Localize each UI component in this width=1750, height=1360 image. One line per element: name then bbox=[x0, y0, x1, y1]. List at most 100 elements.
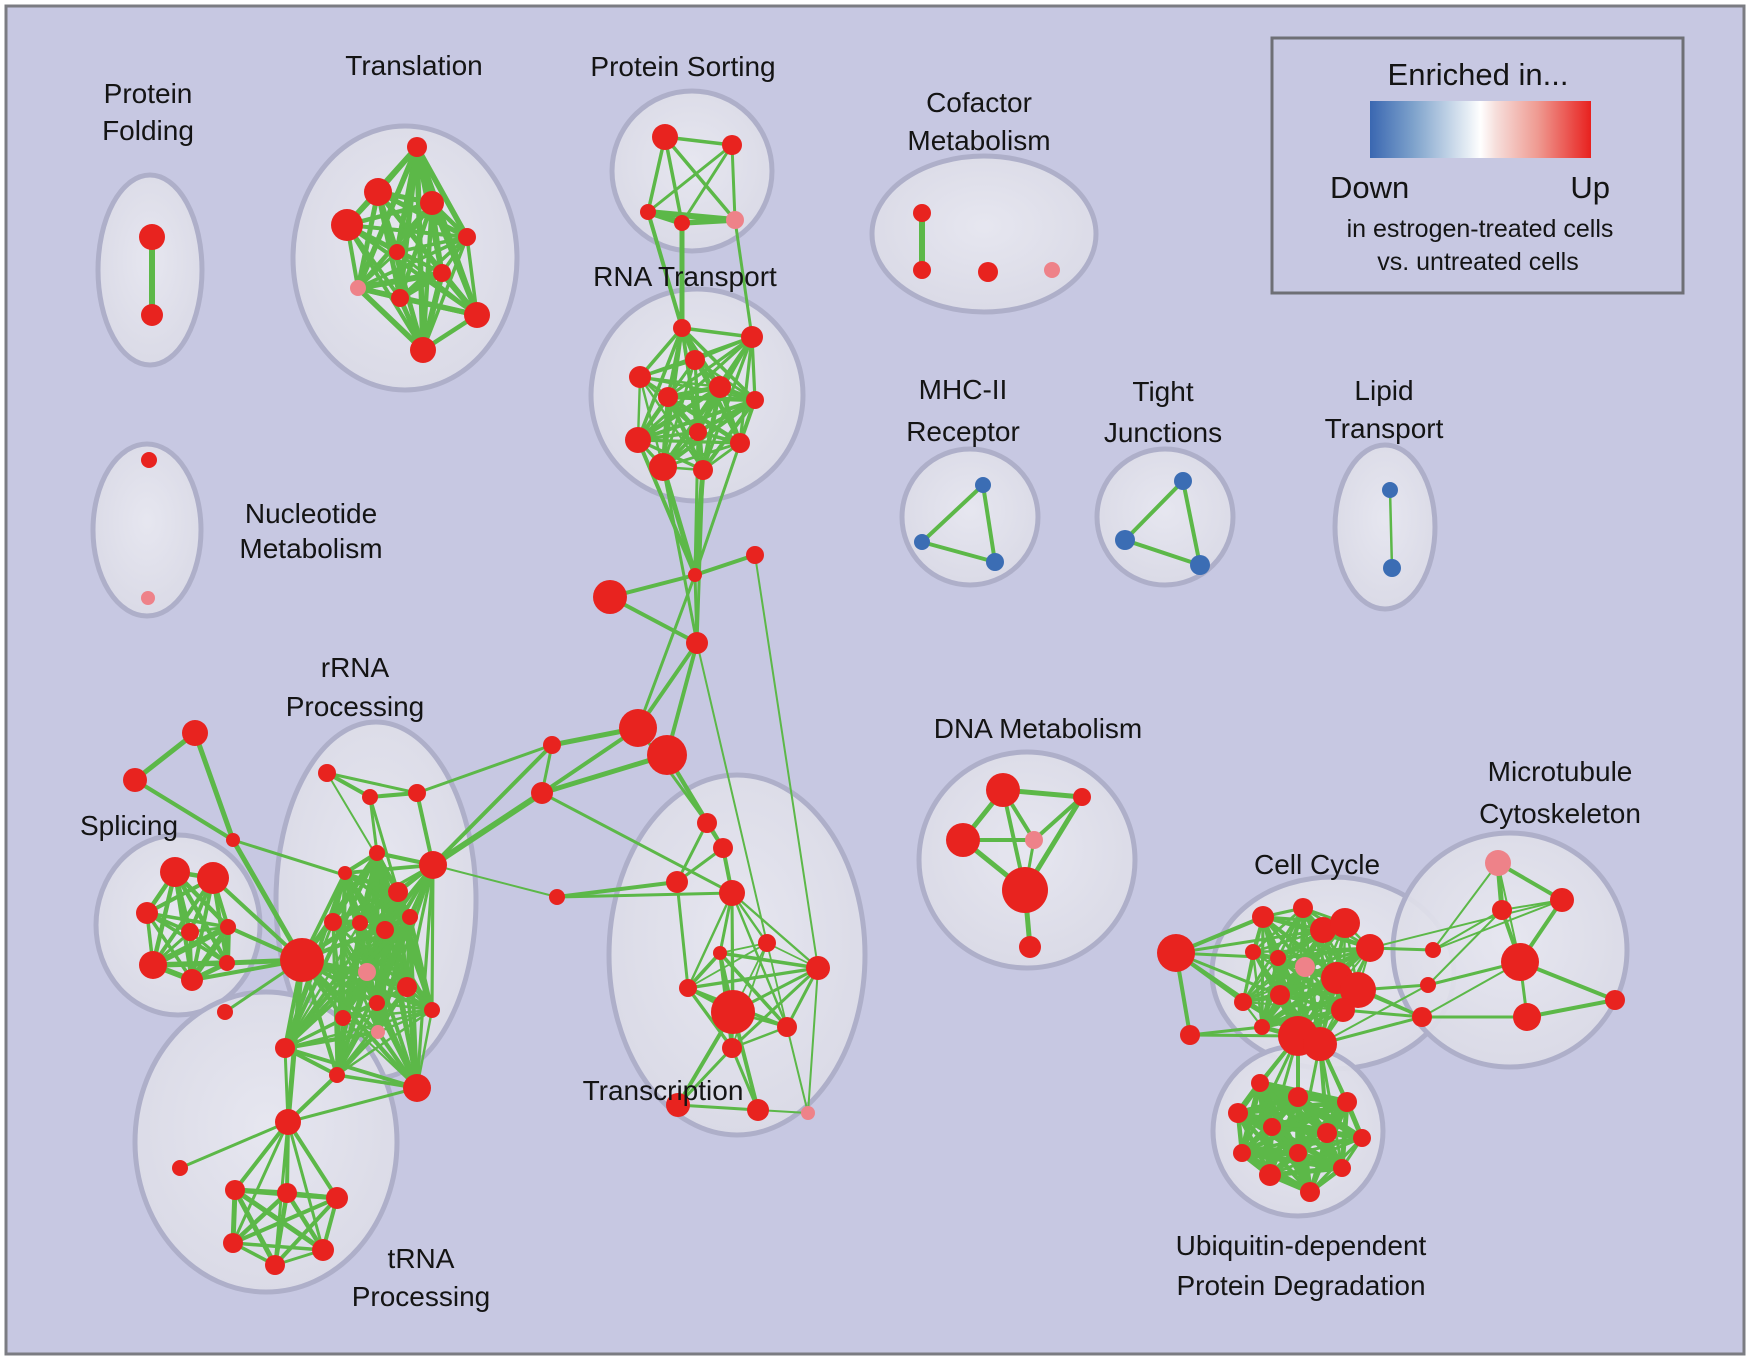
edge bbox=[1276, 946, 1372, 960]
cluster-label-mhc-ii-receptor: MHC-II bbox=[919, 374, 1008, 405]
edge bbox=[284, 1190, 326, 1253]
edge bbox=[1181, 479, 1202, 567]
edge bbox=[358, 915, 412, 925]
node-red-upregulated bbox=[1303, 1027, 1337, 1061]
edge bbox=[345, 223, 469, 239]
edge bbox=[408, 915, 434, 1012]
node-pink-upregulated bbox=[801, 1106, 815, 1120]
edge bbox=[345, 223, 425, 352]
node-red-upregulated bbox=[1353, 1129, 1371, 1147]
node-red-upregulated bbox=[1513, 1003, 1541, 1031]
node-pink-upregulated bbox=[1044, 262, 1060, 278]
edge bbox=[408, 915, 419, 1090]
edge bbox=[231, 1196, 339, 1245]
cluster-label-splicing: Splicing bbox=[80, 810, 178, 841]
edge bbox=[432, 864, 558, 898]
node-red-upregulated bbox=[1288, 1087, 1308, 1107]
legend-down-label: Down bbox=[1330, 170, 1409, 205]
node-red-upregulated bbox=[1002, 867, 1048, 913]
node-red-upregulated bbox=[1501, 943, 1539, 981]
node-red-upregulated bbox=[658, 387, 678, 407]
node-red-upregulated bbox=[182, 720, 208, 746]
edge bbox=[1432, 862, 1499, 951]
edge bbox=[368, 795, 379, 855]
edge bbox=[465, 235, 479, 317]
node-red-upregulated bbox=[318, 764, 336, 782]
edge bbox=[636, 438, 697, 577]
edge bbox=[1318, 1042, 1344, 1170]
edge bbox=[232, 1187, 278, 1268]
node-red-upregulated bbox=[758, 934, 776, 952]
node-red-upregulated bbox=[1252, 906, 1274, 928]
edge bbox=[661, 465, 699, 645]
edge bbox=[1032, 795, 1084, 842]
cluster-label-cofactor-metabolism: Cofactor bbox=[926, 87, 1032, 118]
cluster-label-rna-transport: RNA Transport bbox=[593, 261, 777, 292]
edge bbox=[172, 869, 230, 966]
node-pink-upregulated bbox=[1295, 957, 1315, 977]
edge bbox=[145, 911, 230, 929]
node-red-upregulated bbox=[139, 951, 167, 979]
edge bbox=[665, 394, 758, 403]
legend-box bbox=[1270, 36, 1685, 295]
legend: Enriched in... Down Up in estrogen-treat… bbox=[1270, 36, 1685, 295]
node-red-upregulated bbox=[978, 262, 998, 282]
node-red-upregulated bbox=[1333, 1159, 1351, 1177]
cluster-label-tight-junctions: Tight bbox=[1132, 376, 1193, 407]
edge bbox=[680, 326, 754, 339]
edge bbox=[150, 869, 178, 968]
node-red-upregulated bbox=[1492, 900, 1512, 920]
node-red-upregulated bbox=[265, 1255, 285, 1275]
cluster-label-cofactor-metabolism: Metabolism bbox=[907, 125, 1050, 156]
edge bbox=[675, 880, 690, 990]
edge bbox=[431, 743, 554, 867]
node-red-upregulated bbox=[719, 880, 745, 906]
cluster-label-tight-junctions: Junctions bbox=[1104, 417, 1222, 448]
node-red-upregulated bbox=[424, 1002, 440, 1018]
node-red-upregulated bbox=[697, 813, 717, 833]
edge bbox=[1432, 899, 1563, 951]
edge bbox=[1318, 1015, 1424, 1046]
edge bbox=[1240, 1131, 1329, 1155]
edge bbox=[285, 957, 305, 1125]
node-red-upregulated bbox=[277, 1183, 297, 1203]
edge bbox=[1240, 1034, 1300, 1155]
edge bbox=[920, 483, 985, 544]
node-pink-upregulated bbox=[141, 591, 155, 605]
node-red-upregulated bbox=[225, 1180, 245, 1200]
edge bbox=[696, 642, 768, 944]
edge bbox=[145, 911, 194, 982]
nodes-layer bbox=[123, 124, 1625, 1275]
cluster-label-microtubule-cytoskeleton: Microtubule bbox=[1488, 756, 1633, 787]
node-red-upregulated bbox=[407, 137, 427, 157]
node-red-upregulated bbox=[777, 1017, 797, 1037]
node-red-upregulated bbox=[629, 366, 651, 388]
edge bbox=[646, 210, 684, 330]
cluster-label-nucleotide-metabolism: Metabolism bbox=[239, 533, 382, 564]
edge bbox=[636, 438, 742, 445]
edge bbox=[233, 1120, 290, 1192]
node-red-upregulated bbox=[1233, 1144, 1251, 1162]
edge bbox=[133, 778, 235, 842]
edge bbox=[555, 891, 734, 899]
node-red-upregulated bbox=[1073, 788, 1091, 806]
node-red-upregulated bbox=[1259, 1164, 1281, 1186]
edge bbox=[730, 143, 737, 222]
edge bbox=[414, 144, 470, 240]
edge bbox=[343, 863, 435, 875]
edge bbox=[701, 398, 757, 472]
edge bbox=[1369, 899, 1563, 949]
edge bbox=[1241, 956, 1280, 1004]
edge bbox=[430, 790, 545, 868]
edge bbox=[178, 1120, 290, 1170]
node-red-upregulated bbox=[141, 452, 157, 468]
edge bbox=[539, 752, 670, 796]
node-red-upregulated bbox=[913, 261, 931, 279]
node-red-upregulated bbox=[1550, 888, 1574, 912]
node-red-upregulated bbox=[275, 1038, 295, 1058]
node-red-upregulated bbox=[403, 1074, 431, 1102]
node-red-upregulated bbox=[352, 915, 368, 931]
edge bbox=[335, 970, 369, 1077]
node-red-upregulated bbox=[338, 866, 352, 880]
node-red-upregulated bbox=[713, 838, 733, 858]
